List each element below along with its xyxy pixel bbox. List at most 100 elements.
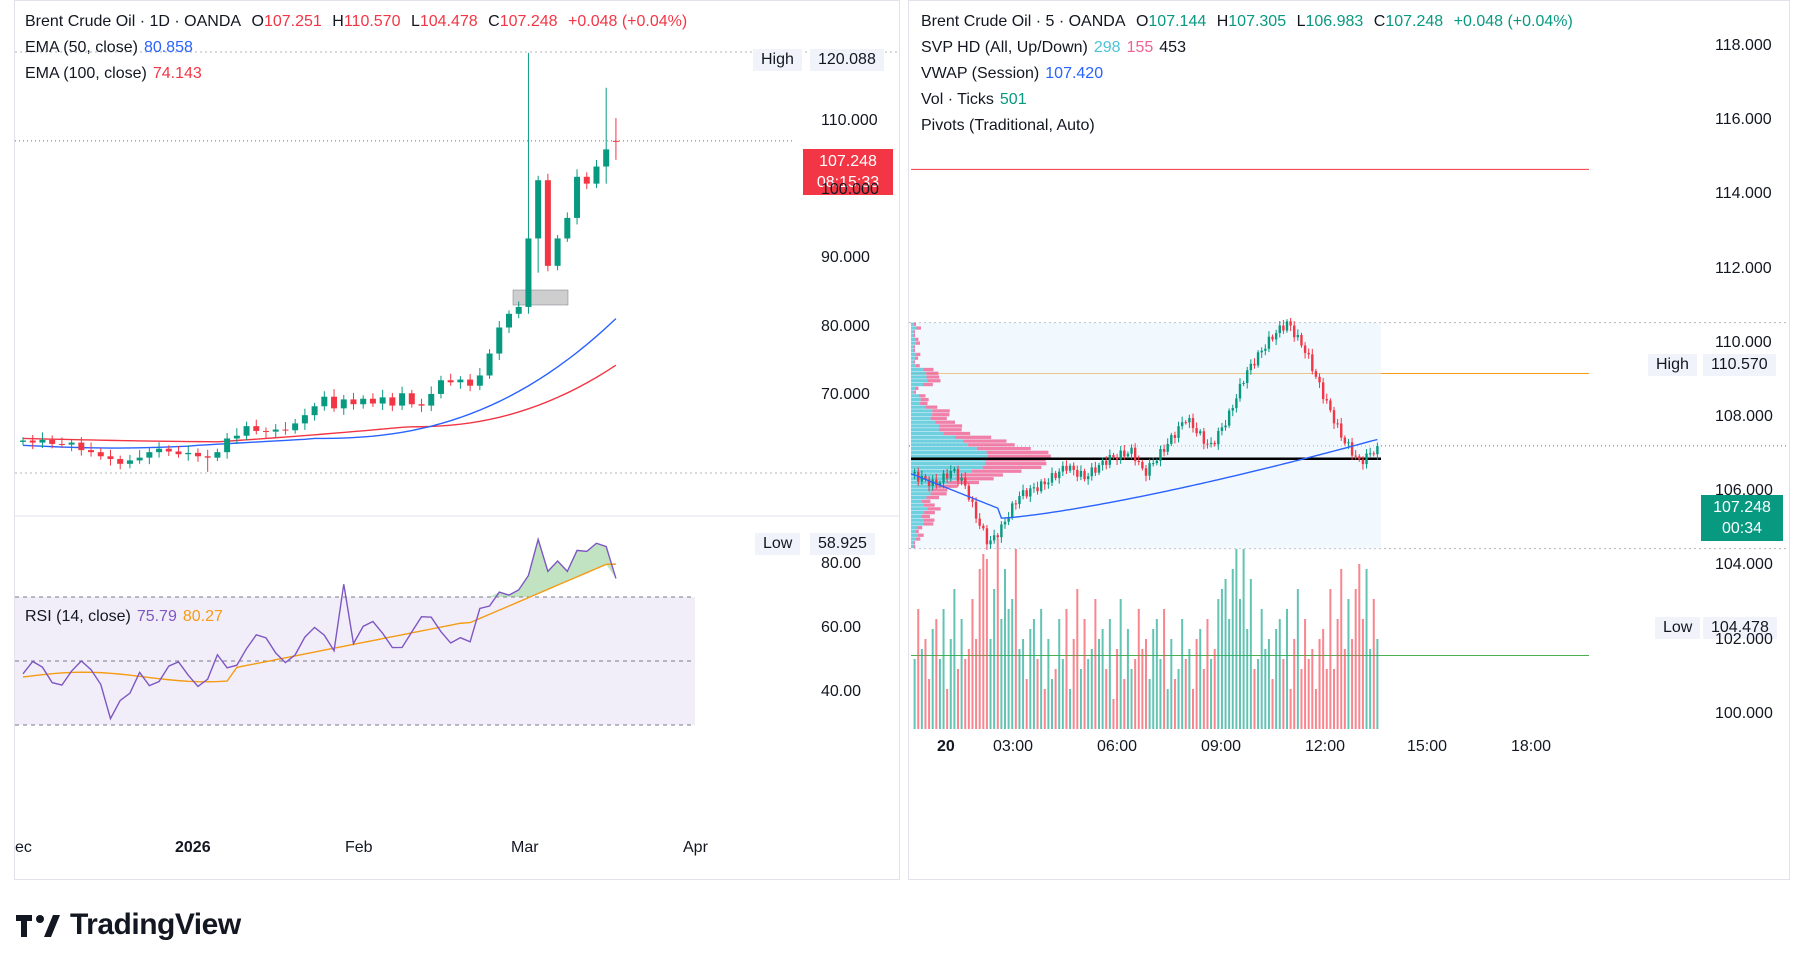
- daily-chart-panel[interactable]: Brent Crude Oil · 1D · OANDA O107.251 H1…: [14, 0, 900, 880]
- volume-bar: [1069, 689, 1072, 729]
- volume-bar: [982, 554, 985, 729]
- profile-row-up: [911, 341, 916, 345]
- intraday-candle: [1119, 450, 1122, 460]
- intraday-candle: [1318, 376, 1321, 383]
- intraday-candle: [1123, 450, 1126, 457]
- intraday-chart-canvas[interactable]: [909, 1, 1790, 880]
- volume-legend[interactable]: Vol · Ticks 501: [921, 91, 1027, 108]
- volume-bar: [1340, 569, 1343, 729]
- intraday-candle: [1311, 354, 1314, 372]
- daily-chart-canvas[interactable]: [15, 1, 900, 880]
- volume-bar: [1007, 609, 1010, 729]
- intraday-candle: [1141, 461, 1144, 469]
- volume-bar: [1206, 619, 1209, 729]
- profile-row-down: [917, 526, 923, 530]
- intraday-candle: [1068, 465, 1072, 471]
- profile-row-up: [911, 492, 931, 496]
- profile-row-down: [913, 330, 915, 334]
- daily-candle: [214, 452, 221, 458]
- profile-row-down: [915, 386, 919, 390]
- volume-bar: [1333, 669, 1335, 729]
- intraday-x-tick: 15:00: [1407, 738, 1448, 755]
- intraday-candle: [1242, 382, 1245, 384]
- profile-row-up: [911, 405, 926, 409]
- intraday-symbol[interactable]: Brent Crude Oil · 5 · OANDA: [921, 13, 1126, 30]
- intraday-y-tick: 104.000: [1715, 556, 1773, 574]
- volume-bar: [1043, 689, 1046, 729]
- profile-row-up: [911, 514, 922, 519]
- volume-bar: [1354, 589, 1357, 729]
- intraday-candle: [1050, 473, 1054, 483]
- daily-candle: [350, 399, 357, 405]
- intraday-candle: [1278, 325, 1281, 334]
- ema100-legend[interactable]: EMA (100, close) 74.143: [25, 65, 202, 82]
- volume-bar: [1090, 649, 1093, 729]
- intraday-candle: [1332, 410, 1336, 424]
- intraday-candle: [1108, 455, 1112, 465]
- intraday-candle: [945, 473, 949, 479]
- volume-bar: [1065, 609, 1068, 729]
- svp-legend[interactable]: SVP HD (All, Up/Down) 298 155 453: [921, 39, 1186, 56]
- volume-bar: [1108, 619, 1111, 729]
- intraday-candle: [1376, 445, 1379, 455]
- daily-candle: [496, 327, 503, 354]
- volume-bar: [1311, 649, 1314, 729]
- daily-candle: [379, 397, 386, 404]
- volume-bar: [1141, 649, 1144, 729]
- profile-row-up: [911, 352, 917, 357]
- profile-row-up: [911, 533, 918, 537]
- ema50-line: [22, 318, 617, 449]
- intraday-candle: [1137, 461, 1140, 463]
- volume-bar: [1072, 639, 1075, 729]
- intraday-candle: [1166, 443, 1169, 452]
- volume-bar: [1257, 659, 1260, 729]
- selection-box: [512, 289, 569, 306]
- daily-high-value: 120.088: [810, 49, 884, 71]
- pivots-legend[interactable]: Pivots (Traditional, Auto): [921, 117, 1095, 134]
- volume-bar: [1286, 609, 1288, 729]
- profile-row-down: [924, 503, 935, 507]
- intraday-y-tick: 108.000: [1715, 408, 1773, 425]
- profile-row-up: [911, 465, 983, 470]
- volume-bar: [1202, 669, 1205, 729]
- daily-candle: [515, 306, 522, 314]
- volume-bar: [1004, 569, 1006, 729]
- intraday-candle: [1246, 370, 1249, 383]
- intraday-candle: [982, 525, 985, 529]
- intraday-candle: [1065, 465, 1068, 471]
- volume-bar: [1014, 549, 1017, 729]
- intraday-candle: [1003, 521, 1007, 525]
- volume-bar: [993, 589, 996, 729]
- daily-candle: [185, 452, 192, 455]
- intraday-candle: [1162, 449, 1166, 452]
- volume-bar: [1195, 639, 1198, 729]
- profile-row-down: [920, 401, 928, 406]
- intraday-y-tick: 102.000: [1715, 630, 1773, 648]
- daily-candle: [39, 439, 46, 443]
- profile-row-up: [911, 428, 939, 432]
- rsi-legend[interactable]: RSI (14, close) 75.79 80.27: [25, 608, 223, 625]
- profile-row-down: [913, 360, 915, 364]
- intraday-candle: [1036, 487, 1039, 492]
- tradingview-logo[interactable]: TradingView: [16, 908, 241, 942]
- daily-symbol[interactable]: Brent Crude Oil · 1D · OANDA: [25, 13, 242, 30]
- volume-bar: [1231, 569, 1234, 729]
- vwap-legend[interactable]: VWAP (Session) 107.420: [921, 65, 1104, 82]
- profile-row-down: [920, 397, 929, 402]
- profile-row-up: [911, 375, 927, 379]
- daily-low-value: 58.925: [810, 533, 875, 555]
- intraday-candle: [1083, 470, 1086, 480]
- volume-bar: [1264, 649, 1267, 729]
- profile-row-up: [911, 446, 977, 451]
- intraday-candle: [1180, 422, 1184, 427]
- volume-bar: [960, 619, 963, 729]
- daily-candle: [583, 176, 590, 184]
- daily-candle: [194, 452, 201, 457]
- intraday-chart-panel[interactable]: Brent Crude Oil · 5 · OANDA O107.144 H10…: [908, 0, 1790, 880]
- profile-row-up: [911, 349, 914, 353]
- daily-candle: [360, 398, 367, 405]
- ema50-legend[interactable]: EMA (50, close) 80.858: [25, 39, 193, 56]
- profile-row-down: [948, 480, 979, 485]
- volume-bar: [1040, 609, 1043, 729]
- volume-bar: [1054, 669, 1057, 729]
